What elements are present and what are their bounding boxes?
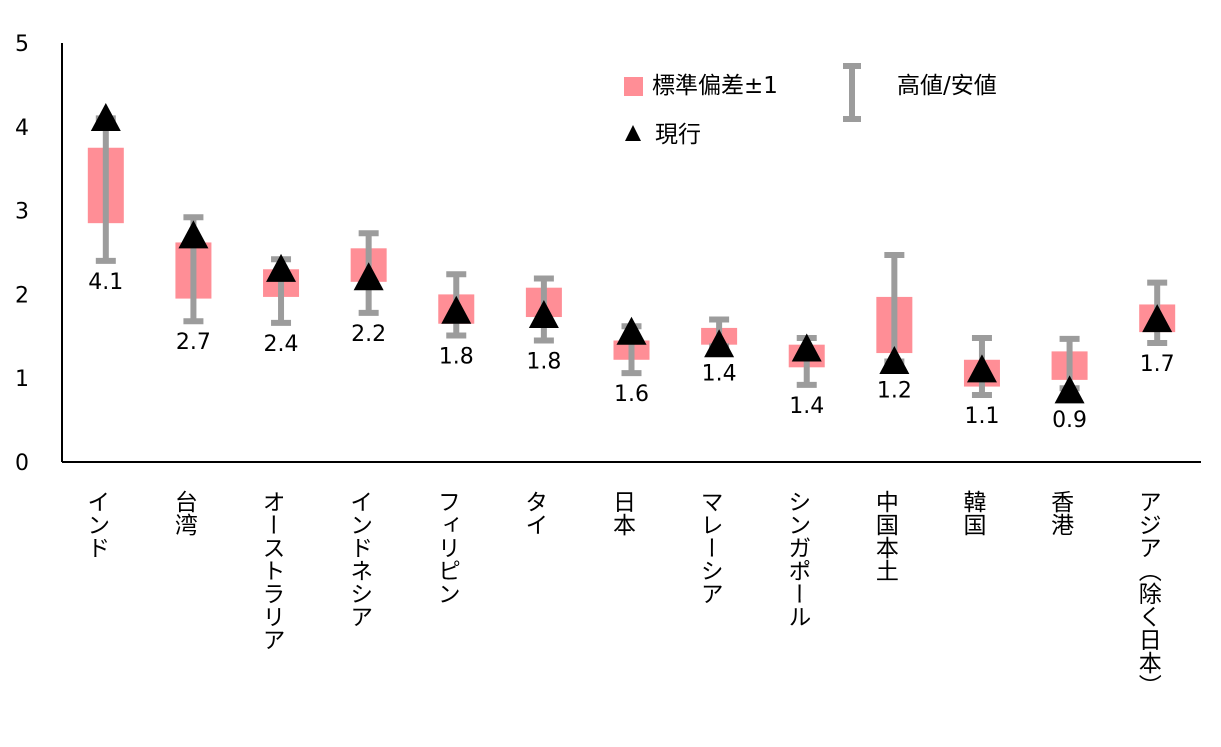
category-group: 1.6 bbox=[613, 316, 650, 407]
category-label: フィリピン bbox=[433, 490, 459, 605]
category-label: タイ bbox=[521, 490, 547, 536]
current-marker bbox=[90, 103, 121, 132]
data-label: 0.9 bbox=[1052, 408, 1087, 433]
category-label: インド bbox=[83, 490, 109, 559]
y-tick-label: 4 bbox=[15, 116, 29, 141]
category-group: 1.8 bbox=[525, 275, 562, 374]
current-marker bbox=[879, 346, 910, 375]
chart-marks: 4.1 2.7 2.4 2.2 1.8 1.8 1.6 1.4 1.4 1.2 1.1 0.9 1.7 bbox=[87, 103, 1176, 433]
current-marker bbox=[791, 333, 822, 362]
current-marker bbox=[1054, 375, 1085, 404]
category-group: 2.4 bbox=[263, 253, 300, 357]
category-label: マレーシア bbox=[696, 490, 722, 605]
category-group: 1.8 bbox=[438, 271, 475, 369]
category-label: 台湾 bbox=[170, 490, 198, 536]
data-label: 1.7 bbox=[1140, 352, 1175, 377]
y-axis: 0 1 2 3 4 5 bbox=[15, 32, 63, 476]
category-group: 4.1 bbox=[87, 103, 124, 295]
current-marker bbox=[616, 316, 647, 345]
current-marker bbox=[353, 262, 384, 291]
category-group: 2.2 bbox=[350, 230, 387, 347]
current-marker bbox=[441, 295, 472, 324]
category-group: 1.2 bbox=[876, 252, 913, 403]
y-tick-label: 0 bbox=[15, 451, 29, 476]
category-label: オーストラリア bbox=[258, 490, 284, 651]
current-marker bbox=[1142, 304, 1173, 333]
data-label: 1.8 bbox=[526, 349, 561, 374]
current-marker bbox=[528, 299, 559, 328]
category-group: 1.4 bbox=[788, 333, 825, 419]
category-label: 香港 bbox=[1047, 490, 1075, 536]
data-label: 1.4 bbox=[789, 394, 824, 419]
category-label: 韓国 bbox=[959, 490, 987, 536]
category-label: 日本 bbox=[609, 490, 637, 536]
category-label: インドネシア bbox=[346, 490, 372, 628]
data-label: 4.1 bbox=[88, 270, 123, 295]
category-group: 0.9 bbox=[1051, 335, 1088, 433]
x-axis: インド 台湾 オーストラリア インドネシア フィリピン タイ 日本 マレーシア シンガポール 中国… bbox=[62, 461, 1201, 697]
current-marker bbox=[966, 354, 997, 383]
legend-sd-label: 標準偏差±1 bbox=[652, 73, 778, 99]
y-tick-label: 3 bbox=[15, 200, 29, 225]
category-label: シンガポール bbox=[784, 490, 811, 628]
data-label: 2.2 bbox=[351, 322, 386, 347]
current-marker bbox=[178, 220, 209, 249]
legend-marker-swatch bbox=[625, 125, 641, 141]
legend-range-label: 高値/安値 bbox=[897, 73, 997, 99]
data-label: 1.8 bbox=[439, 344, 474, 369]
category-group: 1.4 bbox=[701, 316, 738, 387]
category-group: 1.7 bbox=[1139, 279, 1176, 377]
category-group: 2.7 bbox=[175, 214, 212, 355]
y-tick-label: 5 bbox=[15, 32, 29, 57]
category-label: アジア（除く日本） bbox=[1134, 490, 1162, 697]
data-label: 1.4 bbox=[702, 362, 737, 387]
current-marker bbox=[266, 253, 297, 282]
data-label: 1.2 bbox=[877, 378, 912, 403]
category-label: 中国本土 bbox=[871, 490, 899, 582]
current-marker bbox=[704, 329, 735, 358]
category-group: 1.1 bbox=[963, 334, 1000, 429]
data-label: 1.1 bbox=[964, 404, 999, 429]
y-tick-label: 1 bbox=[15, 367, 29, 392]
data-label: 2.4 bbox=[264, 332, 299, 357]
legend-sd-swatch bbox=[624, 77, 643, 96]
legend-current-label: 現行 bbox=[655, 122, 701, 148]
data-label: 2.7 bbox=[176, 330, 211, 355]
data-label: 1.6 bbox=[614, 382, 649, 407]
y-tick-label: 2 bbox=[15, 283, 29, 308]
